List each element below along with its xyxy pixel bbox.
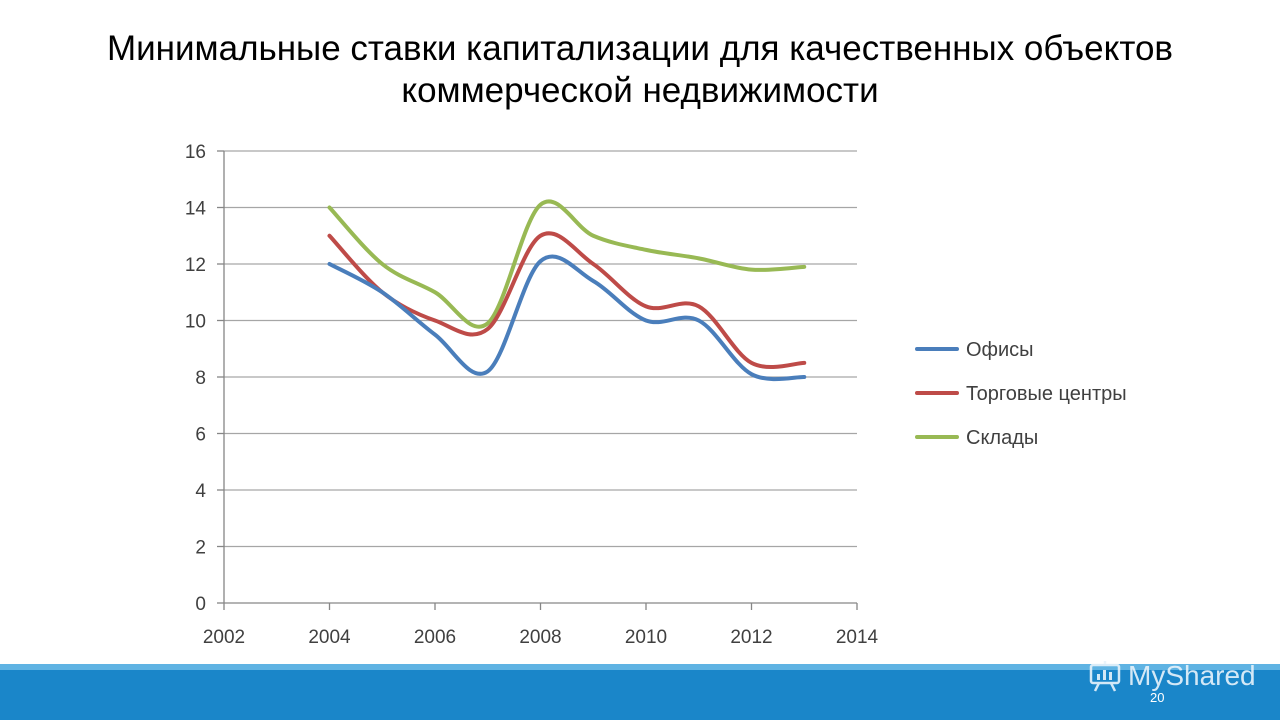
y-tick-label-6: 6 [195, 425, 206, 446]
x-tick-label-2010: 2010 [625, 627, 667, 648]
legend-label-3: Склады [966, 427, 1038, 449]
y-tick-label-16: 16 [185, 142, 206, 163]
page-number: 20 [1150, 690, 1165, 705]
y-tick-label-4: 4 [195, 481, 206, 502]
y-axis-tick-labels: 0 2 4 6 8 10 12 14 16 [185, 142, 207, 615]
chart-legend: Офисы Торговые центры Склады [915, 339, 1127, 449]
y-tick-label-14: 14 [185, 199, 207, 220]
x-tick-label-2014: 2014 [836, 627, 879, 648]
x-tick-label-2012: 2012 [730, 627, 772, 648]
y-tick-label-2: 2 [195, 538, 206, 559]
x-tick-label-2002: 2002 [203, 627, 245, 648]
slide-title-line-1: Минимальные ставки капитализации для кач… [106, 29, 1174, 68]
series-line-2 [327, 231, 807, 370]
legend-label-2: Торговые центры [966, 383, 1127, 405]
watermark-text: MyShared [1128, 660, 1256, 691]
y-tick-label-8: 8 [195, 368, 206, 389]
x-axis-tick-labels: 2002 2004 2006 2008 2010 2012 2014 [203, 627, 879, 648]
watermark: MyShared [1088, 656, 1256, 696]
series-line-3 [327, 199, 807, 329]
chart-series-lines [327, 199, 807, 382]
footer-band-highlight [0, 664, 1280, 670]
y-tick-label-12: 12 [185, 255, 206, 276]
slide-title: Минимальные ставки капитализации для кач… [0, 28, 1280, 112]
y-tick-label-10: 10 [185, 312, 206, 333]
legend-label-1: Офисы [966, 339, 1034, 361]
chart-axes [217, 150, 858, 610]
series-line-1 [327, 254, 807, 382]
slide-title-line-2: коммерческой недвижимости [401, 71, 879, 110]
x-tick-label-2006: 2006 [414, 627, 456, 648]
presentation-board-icon [1089, 661, 1121, 692]
chart-gridlines [224, 150, 857, 548]
footer-band [0, 664, 1280, 720]
x-tick-label-2008: 2008 [519, 627, 561, 648]
y-tick-label-0: 0 [195, 594, 206, 615]
x-tick-label-2004: 2004 [308, 627, 351, 648]
